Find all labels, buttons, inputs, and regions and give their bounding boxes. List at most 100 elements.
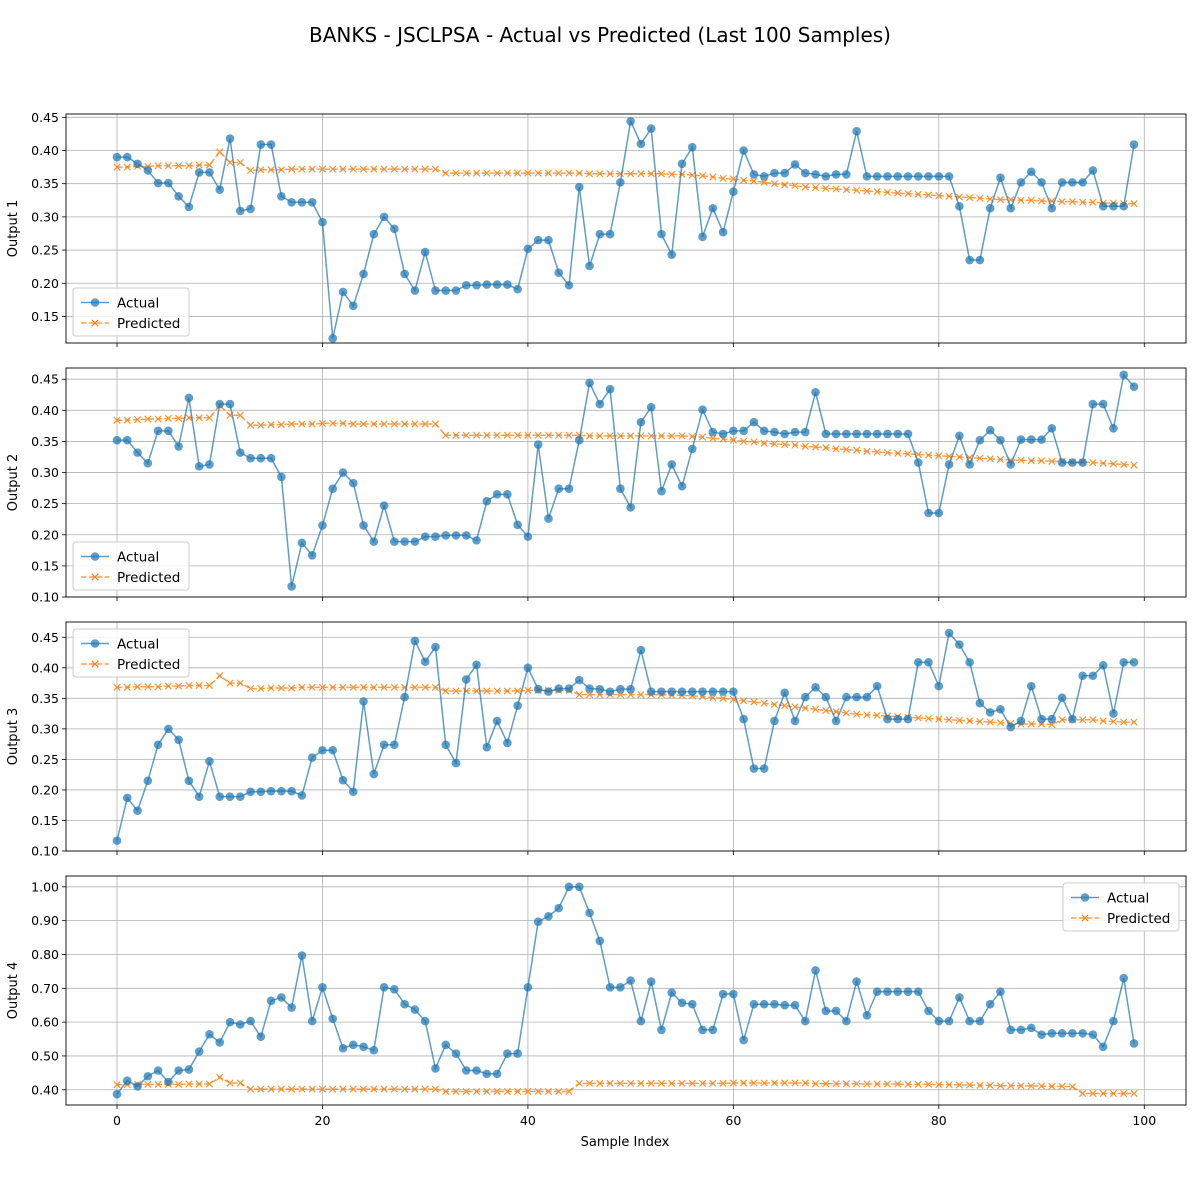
actual-point [585,908,594,918]
predicted-point [657,170,666,178]
predicted-point [873,188,881,196]
predicted-point [175,162,183,170]
predicted-point [277,684,285,692]
actual-point [533,440,543,449]
predicted-point [842,186,850,194]
actual-point [451,758,461,768]
predicted-point [452,687,460,695]
actual-point [379,740,389,750]
actual-point [852,692,861,702]
actual-point [369,229,379,239]
actual-point [821,429,831,439]
predicted-point [216,672,224,680]
predicted-point [924,191,933,199]
predicted-point [133,416,142,424]
predicted-point [246,421,255,429]
predicted-point [863,1080,871,1088]
predicted-point [133,683,142,691]
figure-title: BANKS - JSCLPSA - Actual vs Predicted (L… [309,23,891,47]
legend-predicted-marker [91,660,99,668]
predicted-point [472,1087,481,1096]
actual-point [318,745,327,755]
actual-point [256,787,266,797]
actual-point [523,532,533,541]
predicted-point [822,1080,830,1088]
actual-point [164,178,173,188]
actual-point [544,687,553,696]
predicted-point [359,1085,368,1093]
actual-point [246,787,255,797]
actual-point [616,178,625,187]
predicted-point [1037,457,1046,465]
actual-point [934,172,944,181]
actual-point [821,172,831,181]
predicted-point [801,183,809,191]
actual-point [472,536,481,545]
actual-point [708,1025,718,1035]
actual-point [872,172,882,181]
predicted-point [503,1087,511,1096]
y-tick-label: 0.25 [31,243,59,258]
predicted-point [1058,716,1066,724]
predicted-point [924,451,933,459]
actual-point [1037,435,1046,444]
y-tick-label: 0.30 [31,721,59,736]
actual-point [729,426,738,436]
actual-point [975,255,985,265]
predicted-point [616,1079,624,1087]
predicted-point [380,1085,388,1093]
actual-point [729,687,738,696]
actual-point [955,201,964,211]
predicted-point [801,442,809,451]
actual-point [1016,716,1026,726]
actual-point [266,453,276,463]
actual-point [390,537,399,546]
predicted-point [1007,1082,1015,1090]
predicted-point [811,443,820,451]
predicted-point [863,711,871,719]
actual-point [1078,1028,1087,1038]
actual-point [1057,178,1067,187]
predicted-point [811,1080,820,1088]
actual-point [420,532,430,541]
predicted-point [781,1079,789,1087]
predicted-point [175,682,183,690]
predicted-point [483,1087,491,1096]
actual-point [831,170,841,179]
actual-point [924,508,933,518]
predicted-point [246,1085,255,1093]
actual-point [225,399,235,409]
actual-point [636,139,646,149]
actual-point [770,716,779,726]
predicted-point [277,166,285,174]
actual-point [1057,1028,1067,1038]
actual-point [1119,658,1129,667]
predicted-point [740,176,748,185]
predicted-point [236,679,244,687]
actual-point [544,911,553,921]
predicted-point [359,165,368,173]
predicted-point [205,681,214,690]
predicted-point [113,683,121,691]
predicted-point [164,682,172,690]
actual-point [1047,424,1057,433]
actual-point [677,687,687,696]
predicted-point [267,421,275,429]
actual-point [1119,973,1129,983]
actual-point [646,687,656,696]
predicted-point [914,1080,922,1088]
legend-box [72,541,190,591]
predicted-point [955,1081,963,1089]
actual-point [441,286,451,295]
predicted-point [791,182,799,190]
predicted-point [647,432,655,440]
actual-point [472,1066,481,1075]
actual-point [1119,201,1129,211]
actual-point [595,399,605,409]
predicted-point [411,165,419,173]
actual-point [831,1006,841,1016]
actual-point [800,427,810,437]
predicted-point [154,1080,162,1088]
actual-point [749,764,759,773]
predicted-point [770,1079,779,1087]
